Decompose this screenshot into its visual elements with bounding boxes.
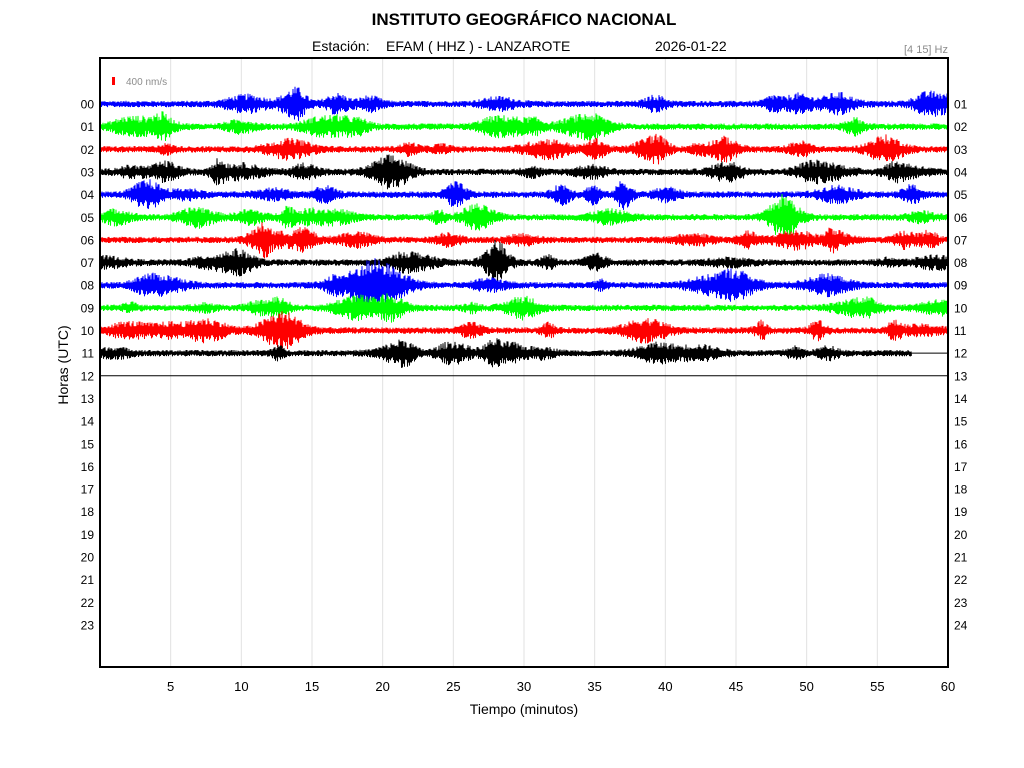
trace-hour-08 (99, 258, 949, 311)
station-name: EFAM ( HHZ ) - LANZAROTE (386, 38, 570, 54)
trace-hour-06 (99, 222, 949, 259)
hour-label-right: 10 (954, 301, 968, 315)
hour-label-right: 21 (954, 551, 968, 565)
hour-label-left: 20 (81, 551, 95, 565)
trace-hour-07 (99, 239, 949, 285)
hour-label-left: 17 (81, 483, 95, 497)
hour-label-right: 03 (954, 143, 968, 157)
trace-hour-09 (99, 293, 949, 323)
hour-label-right: 22 (954, 573, 968, 587)
trace-hour-01 (99, 111, 949, 142)
hour-label-left: 00 (81, 98, 95, 112)
trace-hour-11 (99, 338, 912, 368)
hour-label-left: 22 (81, 596, 95, 610)
hour-label-right: 14 (954, 392, 968, 406)
hour-label-right: 02 (954, 120, 968, 134)
x-tick-label: 20 (375, 679, 389, 694)
scale-bar-label: 400 nm/s (126, 77, 167, 88)
hour-labels-left: 00 01 02 03 04 05 06 07 08 09 10 11 12 13 14 15 16 17 18 19… (81, 98, 95, 633)
hour-labels-right: 01 02 03 04 05 06 07 08 09 10 11 12 13 14 15 16 17 18 19 20… (954, 98, 968, 633)
hour-label-right: 08 (954, 256, 968, 270)
x-tick-label: 45 (729, 679, 743, 694)
x-tick-label: 10 (234, 679, 248, 694)
hour-label-left: 19 (81, 528, 95, 542)
figure-title: INSTITUTO GEOGRÁFICO NACIONAL (372, 10, 677, 29)
hour-label-right: 15 (954, 415, 968, 429)
trace-hour-04 (99, 179, 949, 210)
x-tick-label: 5 (167, 679, 174, 694)
record-date: 2026-01-22 (655, 38, 727, 54)
hour-label-right: 04 (954, 165, 968, 179)
x-axis-ticks: 5 10 15 20 25 30 35 40 45 50 55 60 (167, 679, 955, 694)
x-axis-label: Tiempo (minutos) (470, 701, 578, 717)
hour-label-left: 08 (81, 279, 95, 293)
hour-label-right: 18 (954, 483, 968, 497)
hour-label-right: 12 (954, 347, 968, 361)
hour-label-left: 07 (81, 256, 95, 270)
hour-label-right: 24 (954, 618, 968, 632)
trace-hour-10 (99, 311, 949, 350)
hour-label-left: 01 (81, 120, 95, 134)
hour-label-left: 21 (81, 573, 95, 587)
hour-label-right: 20 (954, 528, 968, 542)
hour-label-right: 13 (954, 369, 968, 383)
hour-label-left: 03 (81, 165, 95, 179)
hour-label-left: 23 (81, 618, 95, 632)
trace-hour-03 (99, 154, 949, 190)
hour-label-right: 06 (954, 211, 968, 225)
hour-label-left: 18 (81, 505, 95, 519)
hour-label-right: 16 (954, 437, 968, 451)
plot-frame (99, 57, 949, 668)
hour-label-right: 23 (954, 596, 968, 610)
station-prefix: Estación: (312, 38, 370, 54)
hour-label-right: 11 (954, 324, 967, 338)
seismic-traces (99, 86, 949, 377)
time-gridlines (170, 59, 878, 666)
x-tick-label: 55 (870, 679, 884, 694)
hour-label-left: 02 (81, 143, 95, 157)
hour-label-right: 09 (954, 279, 968, 293)
hour-label-right: 19 (954, 505, 968, 519)
hour-label-right: 07 (954, 233, 968, 247)
x-tick-label: 25 (446, 679, 460, 694)
trace-hour-05 (99, 193, 949, 240)
hour-label-left: 06 (81, 233, 95, 247)
hour-label-left: 11 (82, 347, 95, 361)
x-tick-label: 60 (941, 679, 955, 694)
x-tick-label: 40 (658, 679, 672, 694)
trace-hour-00 (99, 86, 949, 121)
y-axis-label: Horas (UTC) (55, 325, 71, 404)
filter-band: [4 15] Hz (904, 44, 948, 56)
hour-label-right: 01 (954, 98, 968, 112)
hour-label-left: 04 (81, 188, 95, 202)
hour-label-right: 05 (954, 188, 968, 202)
hour-label-left: 15 (81, 437, 95, 451)
hour-label-left: 05 (81, 211, 95, 225)
hour-label-left: 12 (81, 369, 95, 383)
scale-bar (112, 77, 115, 85)
hour-label-left: 13 (81, 392, 95, 406)
hour-label-right: 17 (954, 460, 968, 474)
trace-hour-02 (99, 133, 949, 165)
x-tick-label: 35 (587, 679, 601, 694)
x-tick-label: 30 (517, 679, 531, 694)
hour-label-left: 09 (81, 301, 95, 315)
hour-label-left: 14 (81, 415, 95, 429)
hour-label-left: 10 (81, 324, 95, 338)
hour-label-left: 16 (81, 460, 95, 474)
x-tick-label: 15 (305, 679, 319, 694)
x-tick-label: 50 (799, 679, 813, 694)
